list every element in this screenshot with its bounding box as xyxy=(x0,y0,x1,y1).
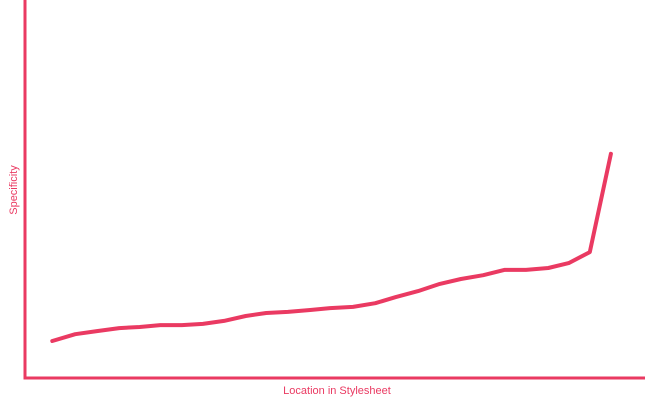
data-line xyxy=(50,151,613,343)
y-axis-label: Specificity xyxy=(8,165,20,215)
x-axis-label: Location in Stylesheet xyxy=(283,385,391,397)
